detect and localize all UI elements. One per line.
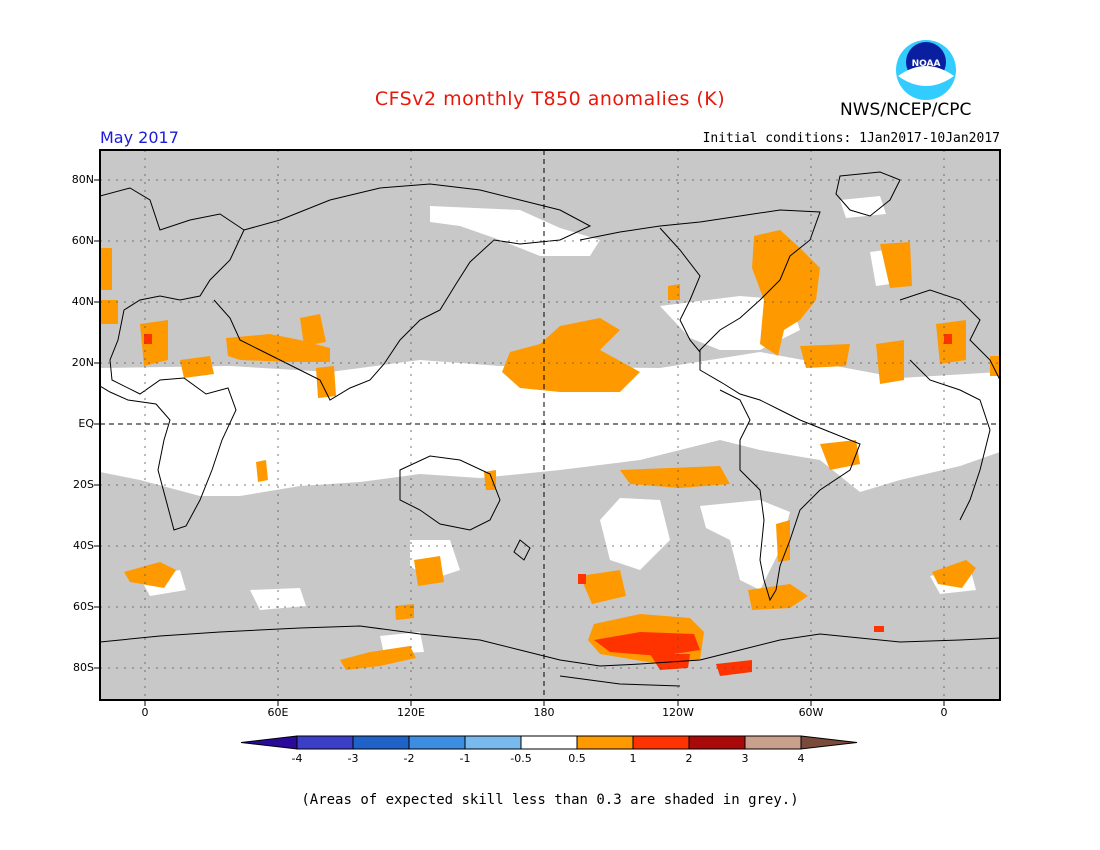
colorbar-label-m4: -4 [291,752,303,765]
lat-label-80n: 80N [71,173,94,186]
lat-label-80s: 80S [73,661,94,674]
lon-label-0-left: 0 [141,706,149,719]
lon-label-60w: 60W [798,706,824,719]
map-frame [99,149,1001,701]
valid-month: May 2017 [100,128,179,147]
axis-ticks [94,179,945,706]
colorbar-label-p05: 0.5 [568,752,586,765]
lon-label-120e: 120E [397,706,425,719]
colorbar-label-p2: 2 [685,752,693,765]
lat-label-60n: 60N [71,234,94,247]
lat-label-eq: EQ [78,417,94,430]
lat-label-20n: 20N [71,356,94,369]
coastlines [100,171,1000,687]
lat-label-40s: 40S [73,539,94,552]
lon-label-0-right: 0 [940,706,948,719]
chart-title: CFSv2 monthly T850 anomalies (K) [374,88,726,110]
lat-label-60s: 60S [73,600,94,613]
lon-label-180: 180 [533,706,555,719]
colorbar-label-p3: 3 [741,752,749,765]
lon-label-60e: 60E [267,706,289,719]
colorbar-label-m05: -0.5 [510,752,532,765]
agency-label: NWS/NCEP/CPC [840,100,972,120]
colorbar-label-m1: -1 [459,752,471,765]
colorbar-label-m3: -3 [347,752,359,765]
graticule [100,150,1000,700]
initial-conditions: Initial conditions: 1Jan2017-10Jan2017 [702,131,1000,146]
colorbar-label-p1: 1 [629,752,637,765]
warm-anomaly-regions [100,230,1000,670]
skill-footnote: (Areas of expected skill less than 0.3 a… [301,792,799,808]
lat-label-40n: 40N [71,295,94,308]
lat-label-20s: 20S [73,478,94,491]
colorbar-label-p4: 4 [797,752,805,765]
colorbar-label-m2: -2 [403,752,415,765]
lon-label-120w: 120W [662,706,694,719]
